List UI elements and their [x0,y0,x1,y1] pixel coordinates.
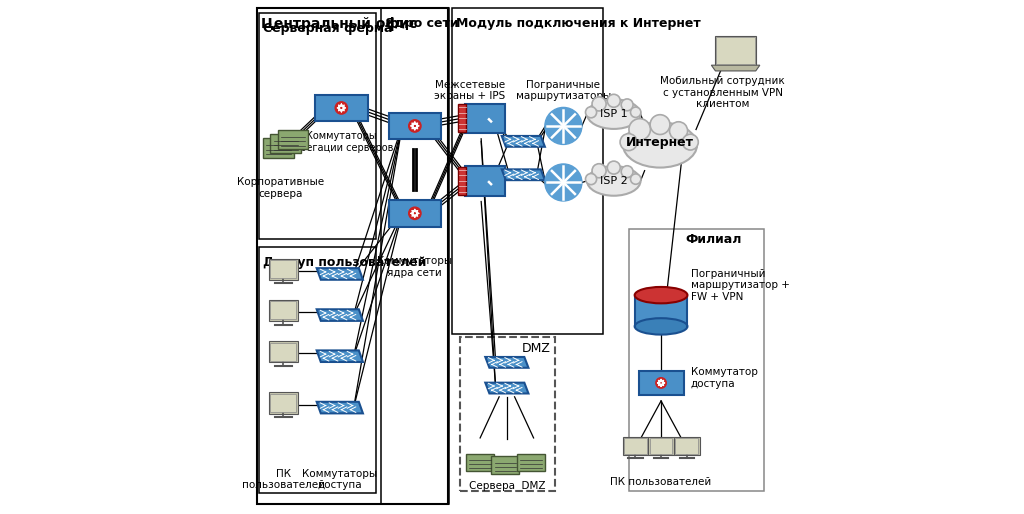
Text: ISP 1: ISP 1 [600,109,628,119]
FancyBboxPatch shape [676,438,698,454]
Circle shape [592,164,606,178]
FancyBboxPatch shape [389,200,441,227]
FancyBboxPatch shape [268,300,298,321]
Ellipse shape [623,122,697,168]
FancyBboxPatch shape [268,392,298,413]
FancyBboxPatch shape [270,134,301,154]
FancyBboxPatch shape [717,38,755,64]
Circle shape [409,120,421,132]
Circle shape [545,107,582,144]
Text: ISP 2: ISP 2 [600,176,628,186]
FancyBboxPatch shape [492,456,519,474]
FancyBboxPatch shape [624,438,647,454]
FancyBboxPatch shape [465,103,505,133]
Text: Интернет: Интернет [626,136,694,150]
Text: Ядро сети: Ядро сети [385,17,459,30]
FancyBboxPatch shape [268,341,298,362]
Polygon shape [712,65,760,71]
FancyBboxPatch shape [458,167,466,195]
FancyBboxPatch shape [517,453,545,471]
FancyBboxPatch shape [458,104,466,133]
FancyBboxPatch shape [315,95,368,121]
Circle shape [631,107,641,117]
Text: Пограничный
маршрутизатор +
FW + VPN: Пограничный маршрутизатор + FW + VPN [691,269,790,302]
FancyBboxPatch shape [465,166,505,196]
FancyBboxPatch shape [639,371,684,395]
Text: Межсетевые
экраны + IPS: Межсетевые экраны + IPS [434,80,506,101]
Text: Центральный офис: Центральный офис [261,17,417,31]
Circle shape [335,102,347,114]
FancyBboxPatch shape [270,301,296,319]
Circle shape [621,134,637,151]
Circle shape [655,378,667,388]
Polygon shape [502,170,545,180]
Circle shape [545,164,582,201]
Circle shape [607,94,621,107]
FancyBboxPatch shape [648,437,674,455]
FancyBboxPatch shape [278,130,308,149]
Polygon shape [485,382,528,394]
FancyBboxPatch shape [263,138,294,158]
Text: Корпоративные
сервера: Корпоративные сервера [238,177,325,199]
Text: ПК пользователей: ПК пользователей [610,477,712,487]
Circle shape [622,99,633,111]
FancyBboxPatch shape [270,342,296,361]
FancyBboxPatch shape [674,437,699,455]
Text: ПК
пользователей: ПК пользователей [242,469,325,490]
Text: Сервера  DMZ: Сервера DMZ [469,481,545,490]
FancyBboxPatch shape [466,453,495,471]
Text: Серверная ферма: Серверная ферма [263,22,393,35]
Text: Коммутатор
доступа: Коммутатор доступа [691,367,758,389]
Circle shape [631,174,641,184]
FancyBboxPatch shape [623,437,648,455]
FancyBboxPatch shape [389,113,441,139]
Circle shape [592,97,606,111]
Circle shape [586,174,597,185]
Circle shape [409,207,421,219]
Text: Филиал: Филиал [686,233,742,246]
Polygon shape [316,268,362,280]
FancyBboxPatch shape [270,260,296,279]
Text: Модуль подключения к Интернет: Модуль подключения к Интернет [456,17,700,30]
Text: Коммутаторы
агрегации серверов: Коммутаторы агрегации серверов [289,131,393,153]
Circle shape [607,161,621,174]
Circle shape [650,115,670,135]
Ellipse shape [635,287,687,303]
Text: Мобильный сотрудник
с установленным VPN
клиентом: Мобильный сотрудник с установленным VPN … [660,76,785,109]
Text: Коммутаторы
доступа: Коммутаторы доступа [302,469,378,490]
FancyBboxPatch shape [268,259,298,280]
Polygon shape [316,402,362,413]
Circle shape [629,119,650,140]
Text: Пограничные
маршрутизаторы: Пограничные маршрутизаторы [516,80,611,101]
FancyBboxPatch shape [650,438,673,454]
Circle shape [682,134,698,150]
Ellipse shape [587,166,640,196]
Bar [635,295,687,326]
FancyBboxPatch shape [270,394,296,412]
Text: Коммутаторы
ядра сети: Коммутаторы ядра сети [377,256,453,278]
FancyBboxPatch shape [715,36,757,66]
Circle shape [586,107,597,118]
Ellipse shape [587,99,640,129]
Text: Доступ пользователей: Доступ пользователей [263,256,427,269]
Ellipse shape [635,318,687,335]
Polygon shape [502,136,545,147]
Polygon shape [316,351,362,362]
Text: DMZ: DMZ [521,342,551,355]
Circle shape [622,166,633,178]
Polygon shape [316,309,362,321]
Circle shape [670,122,687,140]
Polygon shape [485,357,528,368]
